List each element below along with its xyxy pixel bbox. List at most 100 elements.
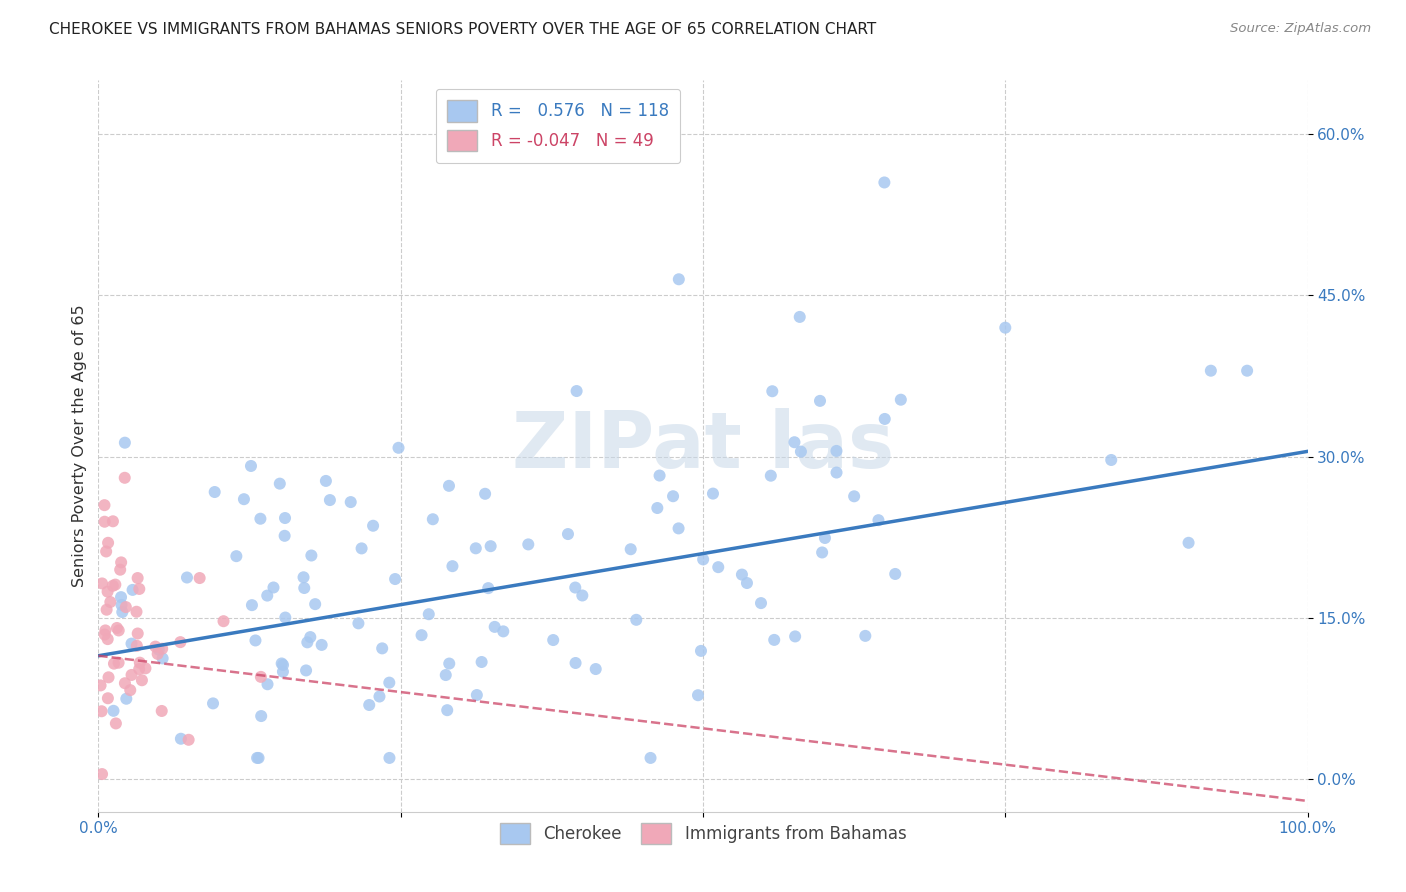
Point <box>101 514 124 528</box>
Text: CHEROKEE VS IMMIGRANTS FROM BAHAMAS SENIORS POVERTY OVER THE AGE OF 65 CORRELATI: CHEROKEE VS IMMIGRANTS FROM BAHAMAS SENI… <box>49 22 876 37</box>
Point <box>811 545 834 559</box>
Point <box>103 704 125 718</box>
Point <box>292 570 315 584</box>
Point <box>789 310 811 324</box>
Point <box>668 272 690 286</box>
Point <box>128 662 150 676</box>
Point <box>232 492 254 507</box>
Point <box>115 600 138 615</box>
Point <box>240 458 263 473</box>
Point <box>105 621 128 635</box>
Point <box>640 751 662 765</box>
Point <box>571 589 593 603</box>
Point <box>384 572 406 586</box>
Point <box>368 690 391 704</box>
Point <box>761 384 783 399</box>
Point <box>107 624 129 638</box>
Point <box>97 536 120 550</box>
Point <box>274 610 297 624</box>
Point <box>120 683 142 698</box>
Point <box>474 487 496 501</box>
Point <box>890 392 912 407</box>
Point <box>114 471 136 485</box>
Point <box>361 518 384 533</box>
Point <box>121 637 143 651</box>
Point <box>202 697 225 711</box>
Point <box>564 581 586 595</box>
Point <box>121 668 143 682</box>
Point <box>315 474 337 488</box>
Point <box>1177 536 1199 550</box>
Point <box>246 751 269 765</box>
Point <box>785 629 807 643</box>
Point <box>269 476 291 491</box>
Point <box>93 627 115 641</box>
Point <box>749 596 772 610</box>
Point <box>128 582 150 596</box>
Point <box>270 657 292 671</box>
Point <box>148 642 170 657</box>
Point <box>134 661 156 675</box>
Point <box>271 657 294 672</box>
Point <box>868 513 890 527</box>
Point <box>564 656 586 670</box>
Point <box>169 635 191 649</box>
Point <box>371 641 394 656</box>
Point <box>359 698 381 712</box>
Point <box>107 656 129 670</box>
Point <box>247 751 270 765</box>
Point <box>759 468 782 483</box>
Point <box>422 512 444 526</box>
Point <box>90 678 112 692</box>
Point <box>662 489 685 503</box>
Point <box>884 566 907 581</box>
Point <box>295 664 318 678</box>
Point <box>735 576 758 591</box>
Point <box>110 598 132 612</box>
Point <box>256 589 278 603</box>
Point <box>465 688 488 702</box>
Point <box>311 638 333 652</box>
Point <box>647 501 669 516</box>
Point <box>668 521 690 535</box>
Point <box>565 384 588 398</box>
Point <box>271 665 294 679</box>
Point <box>492 624 515 639</box>
Point <box>844 489 866 503</box>
Point <box>204 485 226 500</box>
Point <box>170 731 193 746</box>
Point <box>418 607 440 622</box>
Point <box>585 662 607 676</box>
Point <box>686 688 709 702</box>
Point <box>101 579 124 593</box>
Point <box>152 651 174 665</box>
Point <box>790 444 813 458</box>
Text: ZIPat las: ZIPat las <box>512 408 894 484</box>
Point <box>115 691 138 706</box>
Point <box>97 691 120 706</box>
Point <box>91 576 114 591</box>
Point <box>471 655 494 669</box>
Point <box>557 527 579 541</box>
Point <box>1199 364 1222 378</box>
Point <box>434 668 457 682</box>
Point <box>90 704 112 718</box>
Point <box>707 560 730 574</box>
Point <box>626 613 648 627</box>
Point <box>125 639 148 653</box>
Point <box>814 531 837 545</box>
Point <box>150 704 173 718</box>
Point <box>93 515 115 529</box>
Text: Source: ZipAtlas.com: Source: ZipAtlas.com <box>1230 22 1371 36</box>
Point <box>188 571 211 585</box>
Point <box>150 641 173 656</box>
Point <box>411 628 433 642</box>
Point <box>387 441 409 455</box>
Point <box>517 537 540 551</box>
Point <box>690 644 713 658</box>
Point <box>146 647 169 661</box>
Point <box>339 495 361 509</box>
Point <box>808 393 831 408</box>
Point <box>127 571 149 585</box>
Point <box>108 563 131 577</box>
